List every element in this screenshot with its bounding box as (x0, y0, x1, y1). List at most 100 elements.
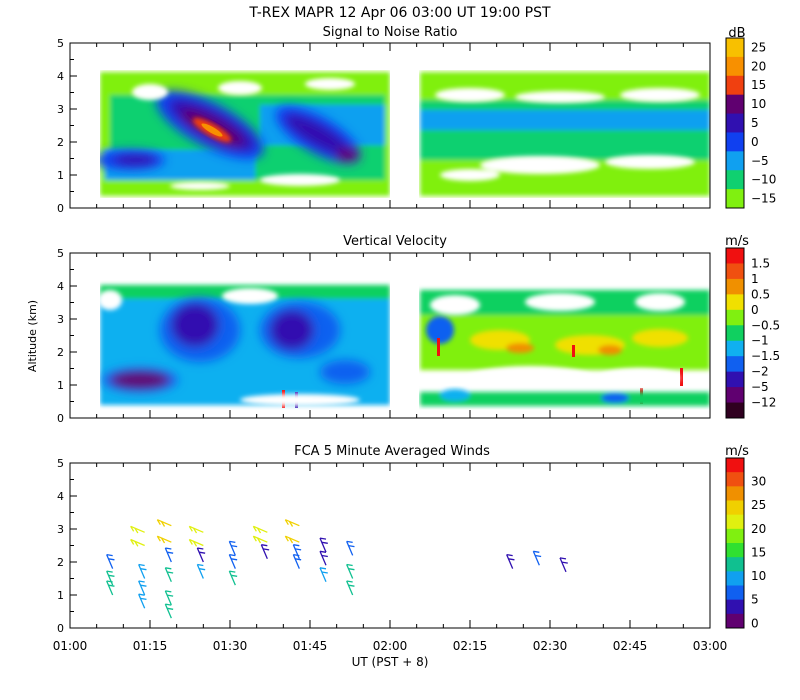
wind-barb (130, 538, 145, 547)
x-tick-label: 02:30 (533, 639, 568, 653)
y-tick-label: 3 (57, 313, 64, 326)
wind-barb (164, 567, 174, 583)
colorbar-tick-label: −0.5 (751, 318, 780, 332)
wind-barb (559, 557, 568, 573)
figure-title: T-REX MAPR 12 Apr 06 03:00 UT 19:00 PST (248, 5, 551, 21)
y-axis-label: Altitude (km) (26, 300, 39, 372)
colorbar-swatch (726, 132, 744, 152)
wind-barb (228, 553, 238, 569)
x-tick-label: 01:00 (53, 639, 88, 653)
wind-barb (319, 537, 328, 553)
winds-colorbar: 30 25 20 15 10 5 0 (725, 457, 766, 630)
colorbar-tick-label: −12 (751, 396, 776, 410)
wind-barb (284, 519, 300, 527)
wind-barb (252, 535, 268, 544)
wind-barb (506, 553, 515, 569)
velocity-x-axis (69, 253, 711, 418)
y-tick-label: 0 (57, 202, 64, 215)
wind-barb (138, 563, 147, 579)
colorbar-tick-label: −5 (751, 380, 769, 394)
wind-barb (188, 538, 204, 547)
x-tick-label: 01:30 (213, 639, 248, 653)
y-tick-label: 4 (57, 490, 64, 503)
colorbar-swatch (726, 56, 744, 77)
colorbar-tick-label: 15 (751, 78, 766, 92)
winds-y-axis: 0 1 2 3 4 5 (57, 457, 77, 635)
winds-plot-frame (69, 462, 711, 629)
wind-barb (319, 567, 328, 583)
y-tick-label: 4 (57, 70, 64, 83)
colorbar-swatch (726, 38, 744, 58)
velocity-colorbar-unit: m/s (725, 234, 749, 249)
snr-colorbar: 25 20 15 10 5 0 −5 −10 −15 (725, 37, 776, 209)
wind-barb (138, 593, 147, 609)
x-tick-label: 02:45 (613, 639, 648, 653)
wind-barb (346, 580, 355, 596)
colorbar-swatch (726, 94, 744, 115)
colorbar-tick-label: −1.5 (751, 349, 780, 363)
snr-panel: Signal to Noise Ratio (57, 25, 776, 215)
wind-barb (106, 570, 115, 586)
colorbar-swatch (726, 387, 744, 404)
colorbar-swatch (726, 278, 744, 295)
winds-title: FCA 5 Minute Averaged Winds (294, 444, 490, 459)
colorbar-frame (725, 457, 745, 629)
colorbar-frame (725, 247, 745, 419)
velocity-panel: Vertical Velocity (57, 234, 780, 425)
y-tick-label: 2 (57, 136, 64, 149)
y-tick-label: 2 (57, 556, 64, 569)
winds-x-axis (69, 463, 711, 628)
wind-barb (156, 535, 172, 544)
colorbar-swatch (726, 613, 744, 629)
colorbar-tick-label: 10 (751, 97, 766, 111)
colorbar-swatch (726, 472, 744, 487)
colorbar-swatch (726, 371, 744, 388)
colorbar-tick-label: 0 (751, 135, 759, 149)
x-tick-label: 02:15 (453, 639, 488, 653)
y-tick-label: 3 (57, 103, 64, 116)
winds-panel: FCA 5 Minute Averaged Winds 0 1 2 3 4 5 m/s 3… (57, 444, 766, 635)
x-axis-label: UT (PST + 8) (352, 655, 429, 669)
x-tick-label: 03:00 (693, 639, 728, 653)
wind-barb (346, 563, 355, 579)
colorbar-swatch (726, 500, 744, 516)
colorbar-swatch (726, 151, 744, 171)
colorbar-swatch (726, 75, 744, 96)
wind-barb (319, 550, 328, 566)
wind-barb (292, 544, 302, 559)
colorbar-swatch (726, 294, 744, 311)
winds-colorbar-unit: m/s (725, 444, 749, 459)
colorbar-tick-label: 25 (751, 498, 766, 512)
colorbar-tick-label: 1 (751, 272, 759, 286)
wind-barb (196, 563, 206, 579)
colorbar-tick-label: 0.5 (751, 287, 770, 301)
wind-barb (106, 553, 115, 569)
wind-barb (106, 580, 115, 596)
colorbar-swatch (726, 325, 744, 342)
wind-barbs (106, 519, 568, 619)
wind-barb (532, 550, 542, 566)
wind-barb (130, 525, 145, 534)
wind-barb (188, 525, 204, 534)
colorbar-swatch (726, 170, 744, 190)
colorbar-tick-label: 10 (751, 569, 766, 583)
colorbar-swatch (726, 585, 744, 601)
colorbar-swatch (726, 514, 744, 530)
snr-colorbar-unit: dB (728, 26, 745, 41)
wind-barb (164, 603, 174, 619)
snr-field (100, 70, 710, 198)
y-tick-label: 5 (57, 457, 64, 470)
colorbar-swatch (726, 189, 744, 209)
y-tick-label: 1 (57, 589, 64, 602)
y-tick-label: 5 (57, 37, 64, 50)
velocity-field (100, 280, 710, 410)
y-tick-label: 0 (57, 622, 64, 635)
colorbar-swatch (726, 571, 744, 586)
colorbar-tick-label: 20 (751, 59, 766, 73)
colorbar-tick-label: −10 (751, 173, 776, 187)
y-tick-label: 2 (57, 346, 64, 359)
colorbar-swatch (726, 263, 744, 280)
y-tick-label: 1 (57, 379, 64, 392)
colorbar-tick-label: −5 (751, 154, 769, 168)
colorbar-tick-label: 20 (751, 522, 766, 536)
